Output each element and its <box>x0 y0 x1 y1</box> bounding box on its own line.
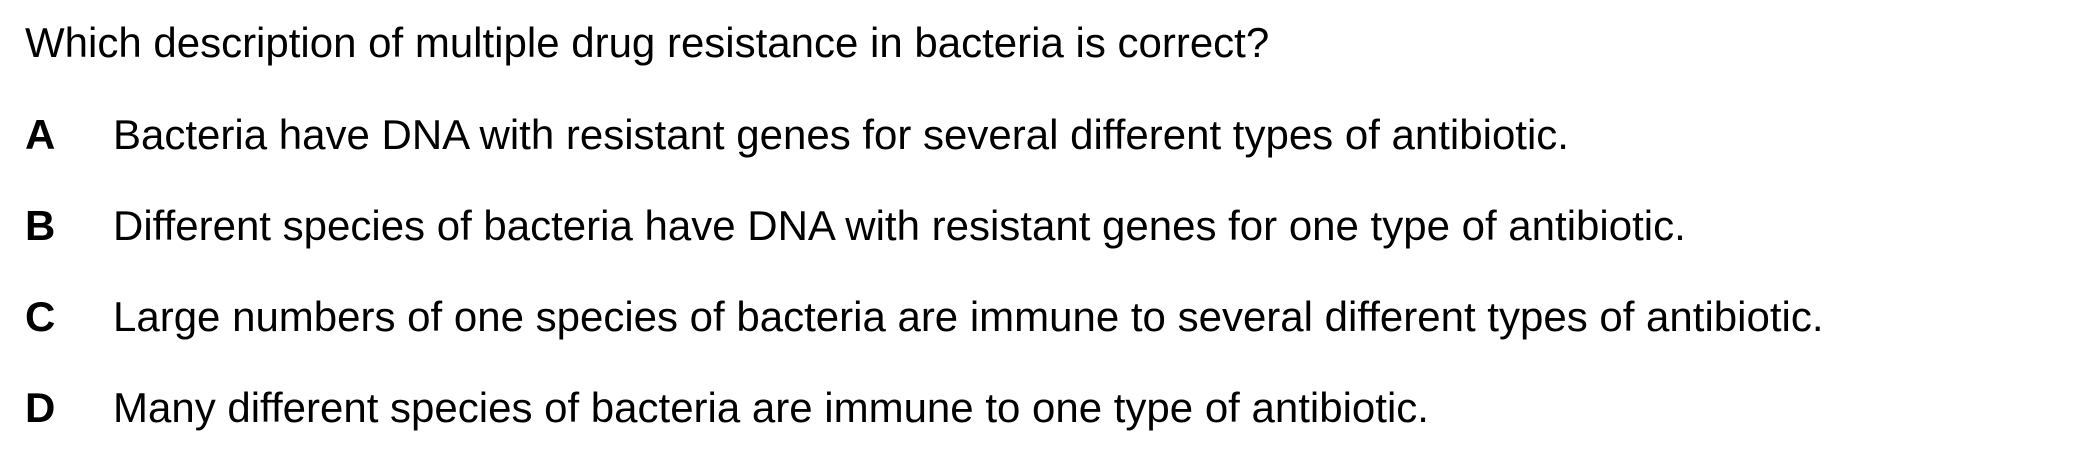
option-text: Large numbers of one species of bacteria… <box>113 293 1824 340</box>
option-a[interactable]: A Bacteria have DNA with resistant genes… <box>25 106 2100 164</box>
option-c[interactable]: C Large numbers of one species of bacter… <box>25 288 2100 346</box>
option-d[interactable]: D Many different species of bacteria are… <box>25 379 2100 437</box>
option-letter: C <box>25 293 56 340</box>
option-text: Many different species of bacteria are i… <box>113 384 1429 431</box>
answer-options: A Bacteria have DNA with resistant genes… <box>25 106 2100 437</box>
option-text: Different species of bacteria have DNA w… <box>113 202 1686 249</box>
option-letter: B <box>25 202 56 249</box>
option-letter: A <box>25 111 56 158</box>
question-text: Which description of multiple drug resis… <box>25 19 1270 66</box>
option-b[interactable]: B Different species of bacteria have DNA… <box>25 197 2100 255</box>
option-text: Bacteria have DNA with resistant genes f… <box>113 111 1569 158</box>
option-letter: D <box>25 384 56 431</box>
